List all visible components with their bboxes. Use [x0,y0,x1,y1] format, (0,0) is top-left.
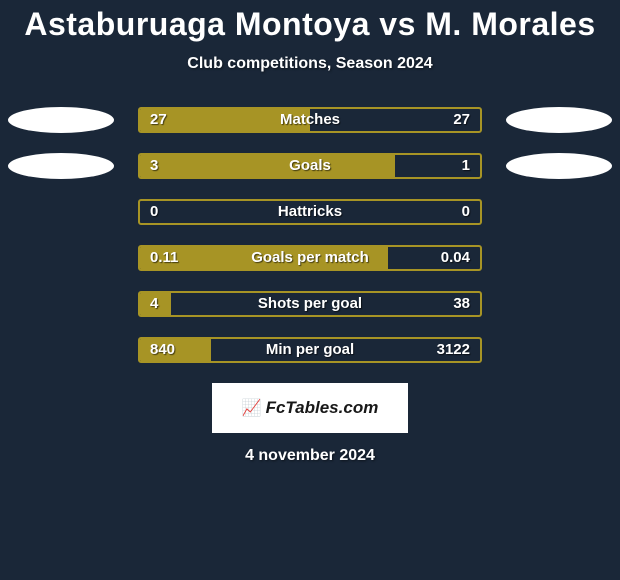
stat-rows: 27Matches27 3Goals1 0Hattricks0 0.11Goals p… [0,107,620,363]
flag-left-icon [8,107,114,133]
stat-label: Goals [140,155,480,177]
stat-row: 27Matches27 [0,107,620,133]
stat-label: Min per goal [140,339,480,361]
stat-bar: 0Hattricks0 [138,199,482,225]
logo-box: 📈 FcTables.com [212,383,408,433]
stat-bar: 0.11Goals per match0.04 [138,245,482,271]
comparison-infographic: Astaburuaga Montoya vs M. Morales Club c… [0,0,620,580]
stat-label: Shots per goal [140,293,480,315]
stat-row: 3Goals1 [0,153,620,179]
stat-row: 0.11Goals per match0.04 [0,245,620,271]
stat-row: 0Hattricks0 [0,199,620,225]
logo: 📈 FcTables.com [242,398,379,418]
stat-bar: 27Matches27 [138,107,482,133]
flag-left-icon [8,153,114,179]
stat-row: 4Shots per goal38 [0,291,620,317]
stat-label: Matches [140,109,480,131]
stat-bar: 840Min per goal3122 [138,337,482,363]
chart-icon: 📈 [242,398,262,418]
stat-label: Goals per match [140,247,480,269]
flag-right-icon [506,153,612,179]
subtitle: Club competitions, Season 2024 [0,55,620,73]
stat-value-right: 27 [453,109,470,131]
stat-value-right: 38 [453,293,470,315]
stat-value-right: 1 [462,155,470,177]
stat-row: 840Min per goal3122 [0,337,620,363]
stat-value-right: 0 [462,201,470,223]
page-title: Astaburuaga Montoya vs M. Morales [0,0,620,43]
stat-value-right: 3122 [437,339,470,361]
stat-bar: 3Goals1 [138,153,482,179]
stat-value-right: 0.04 [441,247,470,269]
date-label: 4 november 2024 [0,447,620,465]
stat-bar: 4Shots per goal38 [138,291,482,317]
stat-label: Hattricks [140,201,480,223]
flag-right-icon [506,107,612,133]
logo-label: FcTables.com [266,398,379,418]
